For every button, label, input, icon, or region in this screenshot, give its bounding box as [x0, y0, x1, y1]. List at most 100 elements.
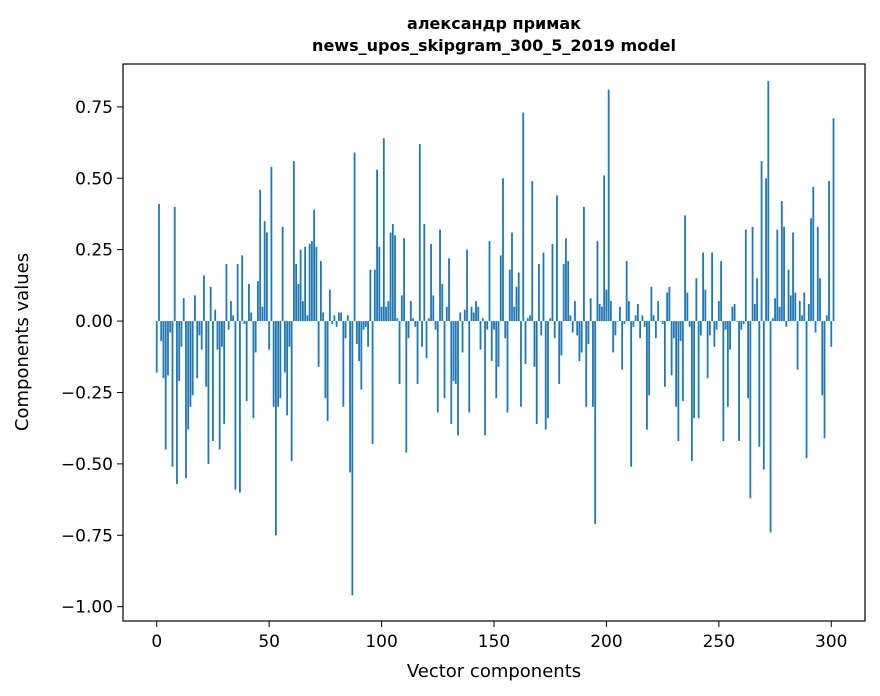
bar-97 — [373, 269, 376, 322]
y-axis-ticks: 0.75 0.50 0.25 0.00 −0.25 −0.50 −0.75 −1.00 — [61, 98, 123, 618]
bar-232 — [677, 321, 680, 442]
bar-147 — [486, 321, 489, 330]
bar-48 — [263, 221, 266, 322]
bar-81 — [337, 312, 340, 322]
bar-0 — [155, 321, 158, 373]
bar-122 — [430, 243, 432, 322]
bar-54 — [277, 321, 280, 407]
bar-223 — [657, 301, 660, 322]
bar-294 — [816, 226, 819, 322]
bar-126 — [439, 229, 441, 322]
y-tick-label-2: 0.25 — [75, 241, 113, 261]
bar-9 — [176, 321, 178, 484]
bar-158 — [511, 232, 513, 322]
bar-107 — [396, 318, 399, 322]
bar-280 — [785, 321, 788, 327]
bar-278 — [780, 201, 783, 322]
bar-129 — [445, 306, 448, 322]
bar-283 — [792, 232, 794, 322]
bar-111 — [405, 321, 408, 453]
bar-11 — [180, 321, 183, 347]
bar-248 — [713, 321, 716, 347]
x-tick-label-150: 150 — [478, 632, 510, 652]
bar-207 — [621, 321, 624, 370]
bar-258 — [735, 321, 738, 322]
bar-73 — [319, 261, 322, 322]
bar-131 — [450, 321, 453, 424]
bar-260 — [740, 321, 743, 330]
bar-99 — [378, 246, 381, 322]
bar-86 — [349, 321, 351, 473]
bar-3 — [162, 321, 165, 379]
bar-118 — [421, 321, 423, 347]
bar-90 — [358, 321, 360, 362]
bar-300 — [830, 321, 833, 347]
bar-8 — [173, 206, 176, 322]
bar-63 — [297, 283, 300, 322]
bar-204 — [614, 321, 617, 336]
bar-98 — [376, 169, 378, 322]
bar-22 — [205, 321, 208, 387]
bar-116 — [416, 321, 419, 384]
bar-62 — [295, 263, 298, 322]
bar-14 — [187, 321, 190, 430]
bar-76 — [326, 321, 329, 422]
bar-68 — [308, 243, 311, 322]
bar-166 — [529, 315, 531, 322]
bar-96 — [371, 321, 374, 444]
bar-263 — [747, 321, 749, 399]
bar-275 — [774, 298, 776, 322]
bar-137 — [463, 309, 466, 322]
bar-145 — [481, 318, 484, 322]
bar-149 — [490, 321, 493, 362]
bar-230 — [672, 321, 675, 339]
bar-179 — [558, 321, 561, 384]
bar-212 — [632, 321, 635, 327]
bar-268 — [758, 321, 761, 447]
bar-156 — [506, 321, 509, 413]
bar-66 — [304, 246, 307, 322]
bar-170 — [538, 263, 540, 322]
bar-220 — [650, 286, 653, 322]
bar-38 — [241, 255, 244, 322]
bar-75 — [324, 321, 327, 399]
bar-213 — [634, 315, 637, 322]
bar-123 — [432, 295, 435, 322]
bar-249 — [715, 321, 718, 330]
bar-247 — [711, 252, 713, 322]
bar-102 — [385, 306, 387, 322]
bar-21 — [203, 275, 205, 322]
bar-92 — [362, 321, 365, 330]
bar-64 — [299, 249, 302, 322]
bar-58 — [286, 321, 289, 416]
bar-252 — [722, 321, 725, 442]
bar-201 — [607, 89, 610, 322]
bar-31 — [225, 263, 228, 322]
bar-236 — [686, 292, 689, 322]
bar-143 — [477, 306, 480, 322]
bar-120 — [425, 321, 428, 359]
bars-group — [155, 81, 835, 596]
bar-185 — [571, 321, 574, 333]
bar-221 — [652, 315, 655, 322]
bar-124 — [434, 321, 437, 330]
bar-222 — [654, 321, 657, 339]
bar-100 — [380, 306, 383, 322]
bar-282 — [789, 295, 792, 322]
bar-297 — [823, 321, 826, 439]
bar-209 — [625, 261, 628, 322]
bar-285 — [796, 321, 799, 370]
bar-60 — [290, 321, 293, 462]
bar-272 — [767, 81, 770, 322]
bar-163 — [522, 112, 525, 322]
bar-172 — [542, 252, 545, 322]
bar-89 — [355, 321, 358, 344]
bar-87 — [351, 321, 354, 596]
bar-214 — [637, 303, 639, 322]
bar-259 — [738, 321, 740, 442]
bar-211 — [630, 321, 633, 467]
chart-title-line1: александр примак — [407, 14, 581, 33]
bar-159 — [513, 306, 516, 322]
bar-74 — [322, 312, 325, 322]
bar-34 — [232, 315, 235, 322]
